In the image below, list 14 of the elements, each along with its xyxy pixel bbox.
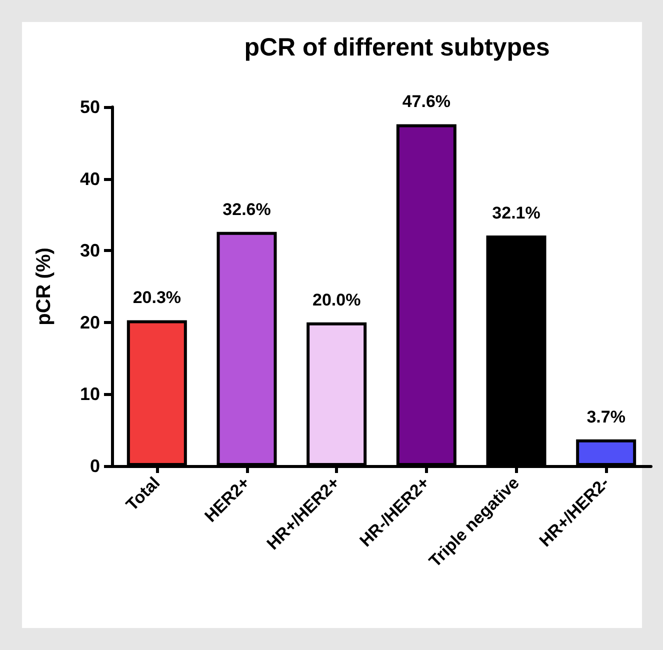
data-label: 20.3% bbox=[132, 288, 182, 308]
chart-title: pCR of different subtypes bbox=[244, 34, 550, 62]
y-tick-label: 0 bbox=[90, 456, 100, 476]
data-label: 47.6% bbox=[402, 92, 451, 112]
y-axis-title: pCR (%) bbox=[33, 248, 55, 326]
data-label: 32.1% bbox=[492, 204, 540, 223]
y-tick-label: 30 bbox=[80, 240, 100, 261]
y-tick-label: 20 bbox=[80, 312, 100, 332]
data-label: 3.7% bbox=[586, 407, 626, 426]
data-label: 32.6% bbox=[222, 200, 271, 219]
y-tick-label: 50 bbox=[80, 97, 100, 117]
y-tick-label: 40 bbox=[80, 168, 100, 189]
data-label: 20.0% bbox=[312, 290, 361, 310]
y-tick-label: 10 bbox=[80, 384, 100, 404]
